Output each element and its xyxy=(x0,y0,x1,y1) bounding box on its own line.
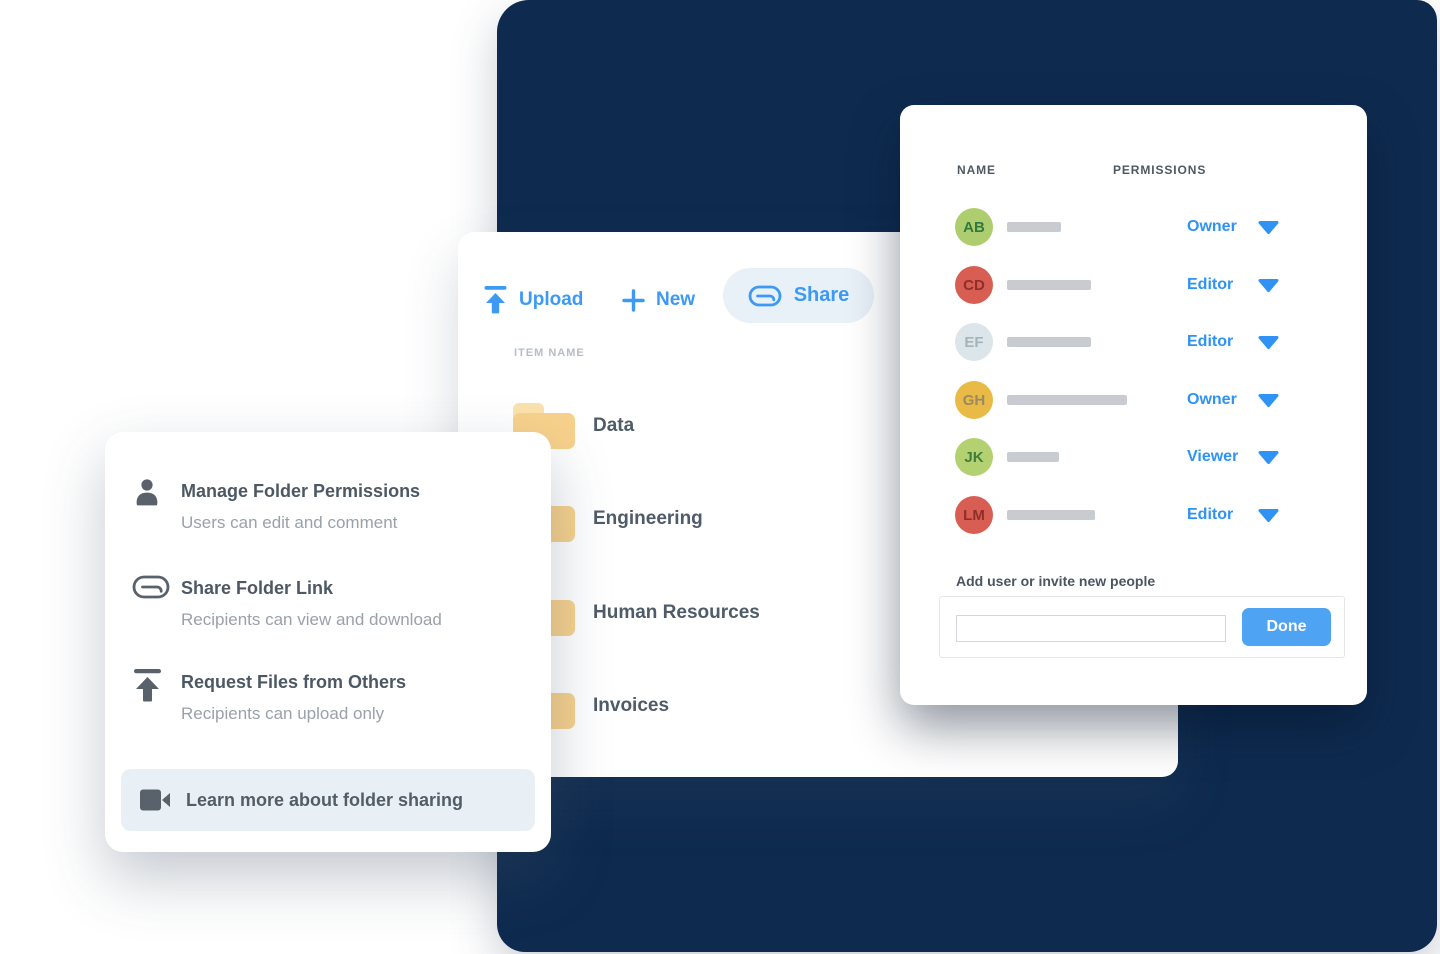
name-column-header: NAME xyxy=(957,163,996,177)
role-dropdown[interactable]: Owner xyxy=(1187,381,1280,419)
menu-item-subtitle: Recipients can view and download xyxy=(181,610,442,629)
menu-item-subtitle: Recipients can upload only xyxy=(181,704,385,723)
upload-icon xyxy=(484,286,507,314)
upload-button[interactable]: Upload xyxy=(483,284,583,316)
role-dropdown[interactable]: Viewer xyxy=(1187,438,1280,476)
menu-item-manage-permissions[interactable]: Manage Folder Permissions Users can edit… xyxy=(132,476,533,533)
folder-name: Data xyxy=(593,415,635,436)
role-label: Editor xyxy=(1187,276,1234,293)
add-user-label: Add user or invite new people xyxy=(956,573,1156,589)
chevron-down-icon xyxy=(1258,220,1279,234)
folder-name: Engineering xyxy=(593,508,703,529)
add-user-box: Done xyxy=(939,596,1345,658)
name-placeholder-bar xyxy=(1007,395,1127,405)
name-placeholder-bar xyxy=(1007,510,1095,520)
menu-item-text: Share Folder Link Recipients can view an… xyxy=(181,573,533,630)
upload-icon xyxy=(132,667,181,724)
learn-more-button[interactable]: Learn more about folder sharing xyxy=(121,769,535,831)
permission-row: CD Editor xyxy=(955,266,1347,304)
chevron-down-icon xyxy=(1258,335,1279,349)
avatar: EF xyxy=(955,323,993,361)
permissions-card: NAME PERMISSIONS AB Owner CD Editor xyxy=(900,105,1367,705)
person-icon xyxy=(132,476,181,533)
chevron-down-icon xyxy=(1258,450,1279,464)
new-label: New xyxy=(656,289,696,310)
permission-row: GH Owner xyxy=(955,381,1347,419)
add-user-input[interactable] xyxy=(956,615,1226,642)
permission-row: JK Viewer xyxy=(955,438,1347,476)
plus-icon xyxy=(622,288,645,312)
share-button[interactable]: Share xyxy=(723,268,874,323)
avatar: GH xyxy=(955,381,993,419)
name-placeholder-bar xyxy=(1007,222,1061,232)
menu-item-title: Share Folder Link xyxy=(181,578,334,598)
role-label: Editor xyxy=(1187,506,1234,523)
chevron-down-icon xyxy=(1258,508,1279,522)
name-placeholder-bar xyxy=(1007,280,1091,290)
done-button[interactable]: Done xyxy=(1242,608,1331,646)
menu-item-text: Manage Folder Permissions Users can edit… xyxy=(181,476,533,533)
share-label: Share xyxy=(793,284,850,306)
role-dropdown[interactable]: Editor xyxy=(1187,496,1280,534)
role-label: Owner xyxy=(1187,218,1237,235)
avatar: AB xyxy=(955,208,993,246)
permission-row: EF Editor xyxy=(955,323,1347,361)
role-label: Owner xyxy=(1187,391,1237,408)
shared-link-icon xyxy=(748,285,782,306)
name-placeholder-bar xyxy=(1007,452,1059,462)
name-placeholder-bar xyxy=(1007,337,1091,347)
item-name-column-header: ITEM NAME xyxy=(514,347,585,359)
role-dropdown[interactable]: Editor xyxy=(1187,266,1280,304)
chevron-down-icon xyxy=(1258,278,1279,292)
menu-item-subtitle: Users can edit and comment xyxy=(181,513,398,532)
avatar: LM xyxy=(955,496,993,534)
menu-item-title: Request Files from Others xyxy=(181,672,407,692)
share-menu-card: Manage Folder Permissions Users can edit… xyxy=(105,432,551,852)
upload-label: Upload xyxy=(519,289,584,310)
menu-item-request-files[interactable]: Request Files from Others Recipients can… xyxy=(132,667,533,724)
permission-row: LM Editor xyxy=(955,496,1347,534)
avatar: JK xyxy=(955,438,993,476)
menu-item-text: Request Files from Others Recipients can… xyxy=(181,667,533,724)
new-button[interactable]: New xyxy=(622,284,695,316)
learn-more-label: Learn more about folder sharing xyxy=(186,789,464,810)
avatar: CD xyxy=(955,266,993,304)
permission-row: AB Owner xyxy=(955,208,1347,246)
menu-item-share-folder-link[interactable]: Share Folder Link Recipients can view an… xyxy=(132,573,533,630)
role-dropdown[interactable]: Owner xyxy=(1187,208,1280,246)
video-camera-icon xyxy=(140,789,171,811)
folder-name: Invoices xyxy=(593,695,670,716)
chevron-down-icon xyxy=(1258,393,1279,407)
role-dropdown[interactable]: Editor xyxy=(1187,323,1280,361)
paperclip-icon xyxy=(132,573,181,630)
folder-name: Human Resources xyxy=(593,602,760,623)
permissions-column-header: PERMISSIONS xyxy=(1113,163,1207,177)
role-label: Viewer xyxy=(1187,448,1239,465)
menu-item-title: Manage Folder Permissions xyxy=(181,481,421,501)
role-label: Editor xyxy=(1187,333,1234,350)
